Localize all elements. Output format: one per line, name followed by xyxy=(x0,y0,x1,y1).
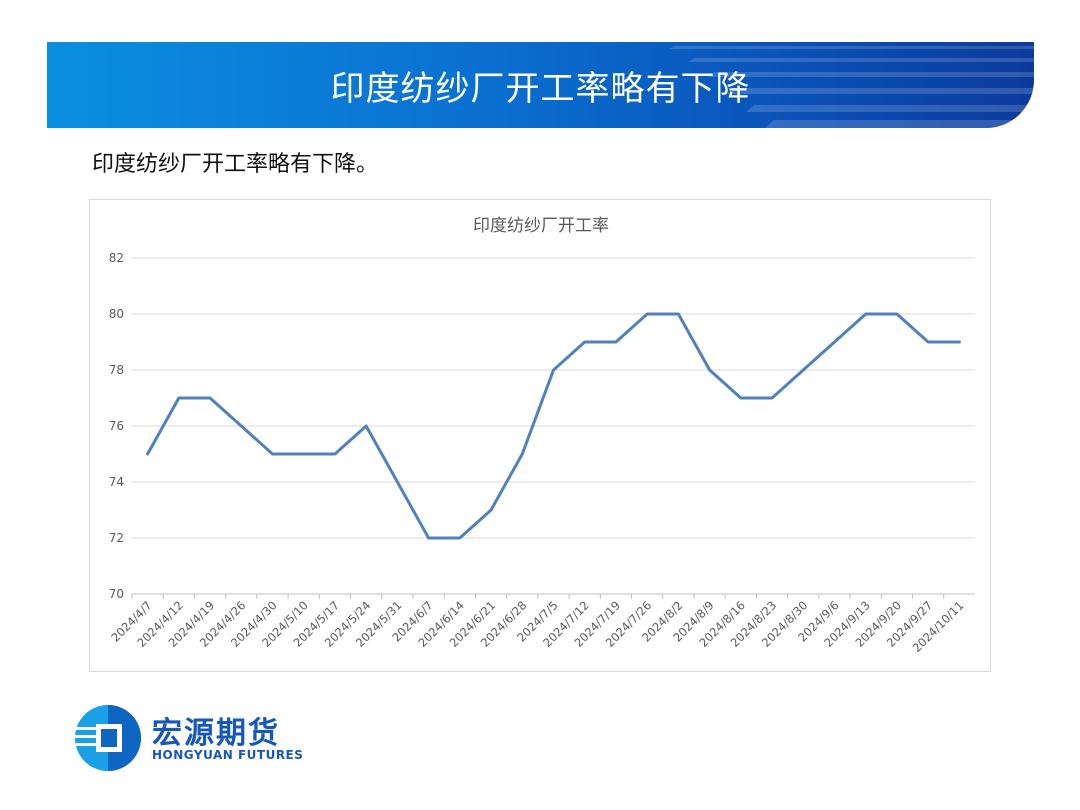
series-line xyxy=(146,312,961,540)
header-stripes xyxy=(670,46,1034,128)
logo-chinese-name: 宏源期货 xyxy=(152,716,280,751)
y-tick-label: 72 xyxy=(109,531,124,545)
chart-title: 印度纺纱厂开工率 xyxy=(473,216,609,236)
y-tick-label: 82 xyxy=(109,251,124,265)
y-tick-label: 74 xyxy=(109,475,124,489)
chart-container: 印度纺纱厂开工率 70 72 74 76 78 80 82 2024/4/7 2024/4/1… xyxy=(89,199,991,672)
logo-english-name: HONGYUAN FUTURES xyxy=(152,748,304,762)
y-tick-label: 76 xyxy=(109,419,124,433)
header-banner: 印度纺纱厂开工率略有下降 xyxy=(47,42,1034,128)
y-tick-label: 70 xyxy=(109,587,124,601)
company-logo: 宏源期货 HONGYUAN FUTURES xyxy=(74,704,314,774)
page-title: 印度纺纱厂开工率略有下降 xyxy=(330,68,751,109)
page-subtitle: 印度纺纱厂开工率略有下降。 xyxy=(92,152,379,177)
logo-mark-icon xyxy=(75,705,141,771)
y-tick-label: 78 xyxy=(109,363,124,377)
y-tick-label: 80 xyxy=(109,307,124,321)
